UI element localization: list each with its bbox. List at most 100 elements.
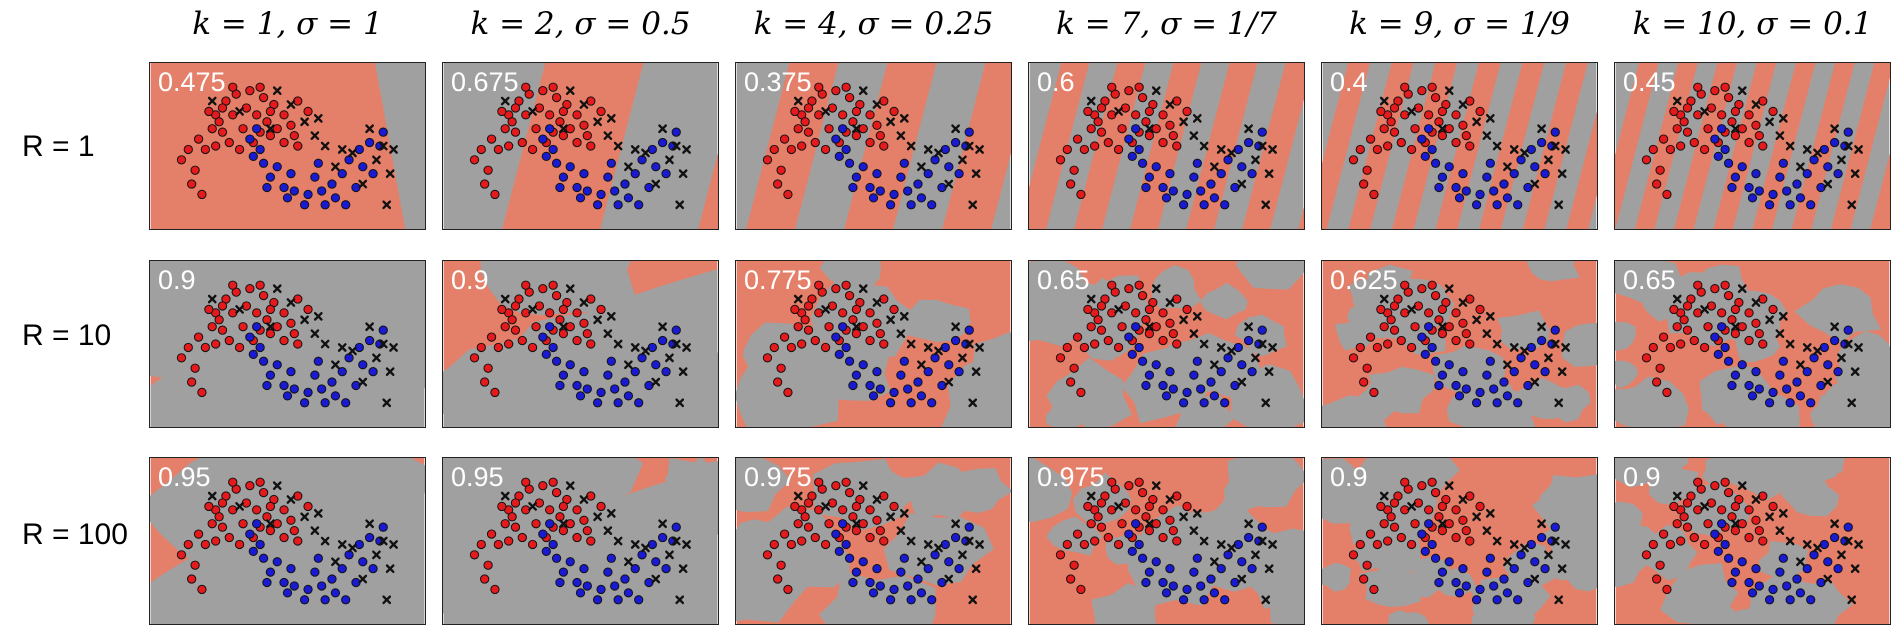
data-point [803, 325, 814, 335]
data-point [510, 498, 521, 508]
data-point-cross [1251, 353, 1260, 363]
data-point-cross [1778, 311, 1788, 321]
data-point [1420, 349, 1430, 360]
data-point [551, 92, 562, 103]
data-point [504, 141, 514, 151]
data-point [1369, 189, 1379, 200]
data-point [783, 584, 793, 595]
data-point [1458, 515, 1468, 525]
data-point [903, 581, 913, 591]
data-point-cross [389, 343, 398, 352]
data-point [1113, 539, 1124, 550]
data-point-cross [603, 131, 613, 140]
data-point [586, 141, 596, 151]
data-point [1458, 169, 1468, 179]
data-point [493, 342, 504, 353]
decision-map [1322, 458, 1597, 624]
data-point [1652, 574, 1662, 584]
data-point [1124, 134, 1134, 144]
data-point-cross [1264, 367, 1274, 377]
data-point [899, 356, 909, 366]
accuracy-label: 0.975 [744, 462, 812, 492]
data-point-cross [613, 141, 623, 151]
data-point [507, 315, 517, 325]
data-point [234, 144, 245, 155]
decision-map [443, 261, 718, 427]
data-point [1196, 186, 1206, 196]
data-point-cross [1561, 145, 1570, 154]
data-point [820, 539, 831, 550]
data-point [1168, 581, 1178, 591]
data-point-cross [1264, 169, 1274, 179]
data-point [657, 335, 668, 346]
data-point-cross [1179, 512, 1188, 522]
data-point [1086, 124, 1096, 134]
data-point [1710, 134, 1720, 144]
decision-region [1689, 604, 1739, 624]
decision-region [1091, 582, 1157, 624]
data-point [341, 398, 351, 408]
data-point-cross [378, 339, 388, 349]
decision-region [944, 468, 1011, 513]
accuracy-label: 0.65 [1037, 265, 1090, 295]
data-point-cross [1850, 367, 1860, 377]
data-point [279, 577, 289, 588]
data-point [214, 512, 224, 522]
data-point [671, 325, 681, 335]
data-point-cross [1192, 311, 1202, 321]
data-point [865, 110, 875, 120]
data-point [245, 529, 255, 539]
data-point [558, 567, 569, 577]
data-point [228, 82, 238, 92]
data-point-cross [793, 294, 803, 304]
data-point [1720, 477, 1730, 487]
data-point [1672, 124, 1682, 134]
data-point [1206, 377, 1216, 387]
data-point [657, 137, 668, 148]
column-title: k = 10, σ = 0.1 [1632, 6, 1873, 42]
data-point-cross [821, 502, 830, 511]
data-point [1168, 328, 1178, 339]
data-point [313, 356, 323, 366]
data-point [1103, 335, 1113, 346]
data-point [1182, 189, 1192, 200]
data-point [865, 380, 875, 391]
data-point [1655, 165, 1665, 175]
data-point [1372, 539, 1383, 550]
data-point [1751, 564, 1761, 574]
data-point [245, 332, 255, 342]
data-point-cross [658, 124, 667, 134]
data-point-cross [1847, 398, 1857, 408]
data-point [1117, 322, 1127, 332]
data-point [1782, 186, 1792, 196]
data-point [1134, 280, 1144, 290]
data-point [555, 182, 565, 193]
data-point [1066, 179, 1076, 189]
data-point [279, 110, 289, 120]
data-point [769, 144, 779, 155]
data-point-cross [1737, 284, 1747, 294]
data-point [1069, 560, 1079, 570]
data-point [1492, 200, 1502, 210]
data-point-cross [1554, 200, 1564, 210]
data-point-cross [1813, 346, 1822, 356]
data-point [630, 564, 640, 574]
data-point [368, 169, 378, 179]
data-point [790, 501, 800, 512]
data-point [1437, 172, 1448, 182]
data-point [289, 186, 299, 196]
data-point-cross [565, 284, 575, 294]
data-point [841, 280, 851, 290]
data-point [1669, 106, 1679, 117]
data-point [1192, 553, 1202, 563]
data-point [476, 144, 486, 155]
data-point [200, 539, 211, 550]
data-point [211, 339, 221, 349]
data-point [279, 308, 289, 318]
data-point [851, 501, 862, 512]
data-point-cross [975, 343, 984, 352]
data-point [1348, 155, 1359, 165]
data-point [814, 280, 824, 290]
data-point-cross [313, 508, 323, 518]
data-point [1383, 141, 1393, 151]
